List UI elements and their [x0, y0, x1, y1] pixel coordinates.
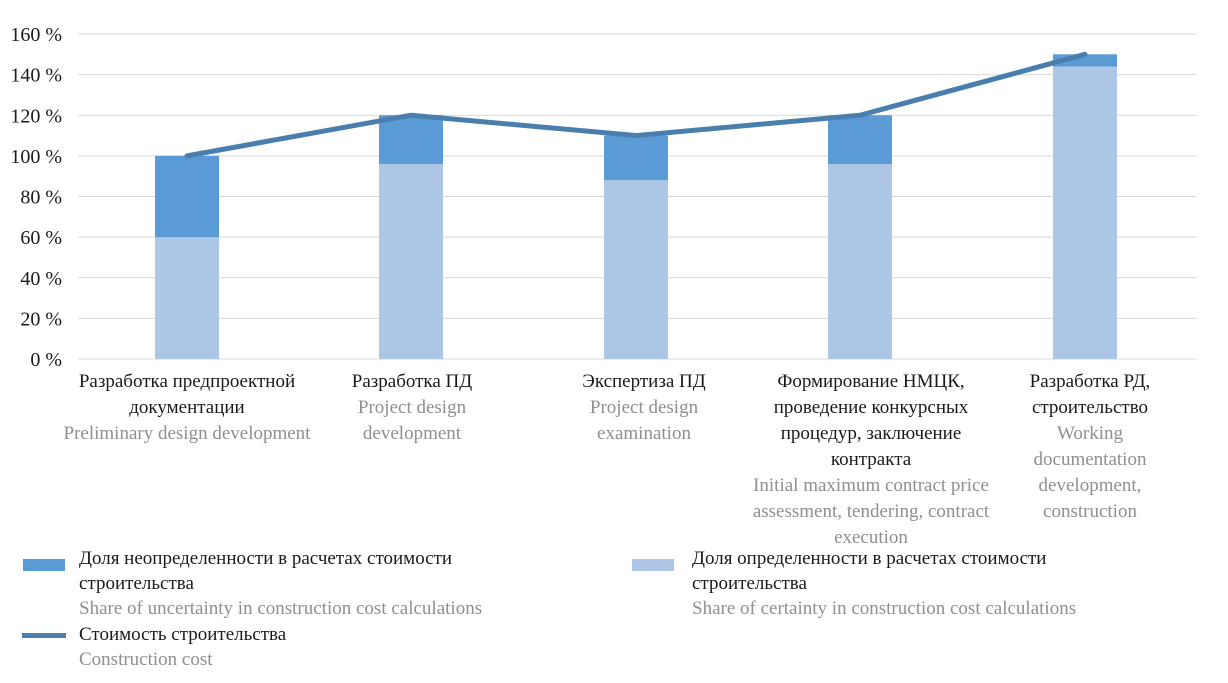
bar-uncertainty [379, 115, 443, 164]
category-label: Формирование НМЦК, проведение конкурсных… [746, 369, 996, 551]
y-tick-label: 120 % [10, 105, 62, 127]
category-label-en: Initial maximum contract price assessmen… [752, 475, 990, 548]
legend-item-cost: Стоимость строительства Construction cos… [79, 622, 549, 672]
category-label-ru: Разработка РД, строительство [1029, 371, 1151, 418]
legend-label-ru: Стоимость строительства [79, 624, 287, 645]
bar-certainty [604, 180, 668, 359]
cost-line [184, 51, 1088, 159]
legend-item-uncertainty: Доля неопределенности в расчетах стоимос… [79, 546, 549, 621]
bar-uncertainty [828, 115, 892, 164]
bar-certainty [1053, 66, 1117, 359]
bar-certainty [828, 164, 892, 359]
legend-label-ru: Доля определенности в расчетах стоимости… [692, 548, 1047, 594]
category-label: Разработка РД, строительство Working doc… [1005, 369, 1175, 525]
bars [155, 54, 1117, 359]
legend-label-en: Construction cost [79, 649, 213, 670]
y-tick-label: 40 % [20, 268, 62, 290]
y-tick-label: 60 % [20, 227, 62, 249]
category-label: Экспертиза ПД Project design examination [519, 369, 769, 447]
legend-swatch-uncertainty [23, 559, 65, 571]
y-tick-label: 20 % [20, 308, 62, 330]
cost-line-group [184, 51, 1088, 159]
category-label-ru: Разработка предпроектной документации [78, 371, 296, 418]
category-label-ru: Формирование НМЦК, проведение конкурсных… [773, 371, 969, 470]
legend-label-en: Share of certainty in construction cost … [692, 598, 1077, 619]
legend-label-ru: Доля неопределенности в расчетах стоимос… [79, 548, 453, 594]
legend-swatch-cost [22, 633, 66, 638]
bar-uncertainty [155, 155, 219, 238]
category-label-en: Project design examination [589, 397, 699, 444]
y-tick-label: 100 % [10, 146, 62, 168]
category-label: Разработка ПД Project design development [287, 369, 537, 447]
category-label-en: Preliminary design development [63, 423, 311, 444]
category-label-ru: Разработка ПД [351, 371, 473, 392]
y-axis-ticks: 0 % 20 % 40 % 60 % 80 % 100 % 120 % 140 % 160 % [10, 24, 62, 371]
category-label-en: Project design development [357, 397, 467, 444]
bar-uncertainty [604, 135, 668, 181]
bar-certainty [379, 164, 443, 359]
y-tick-label: 140 % [10, 65, 62, 87]
legend-label-en: Share of uncertainty in construction cos… [79, 598, 483, 619]
bar-certainty [155, 237, 219, 359]
category-label-en: Working documentation development, const… [1033, 423, 1147, 522]
y-tick-label: 80 % [20, 187, 62, 209]
y-tick-label: 0 % [30, 349, 62, 371]
legend-item-certainty: Доля определенности в расчетах стоимости… [692, 546, 1162, 621]
category-label-ru: Экспертиза ПД [582, 371, 706, 392]
category-label: Разработка предпроектной документации Pr… [62, 369, 312, 447]
legend-swatch-certainty [632, 559, 674, 571]
y-tick-label: 160 % [10, 24, 62, 46]
